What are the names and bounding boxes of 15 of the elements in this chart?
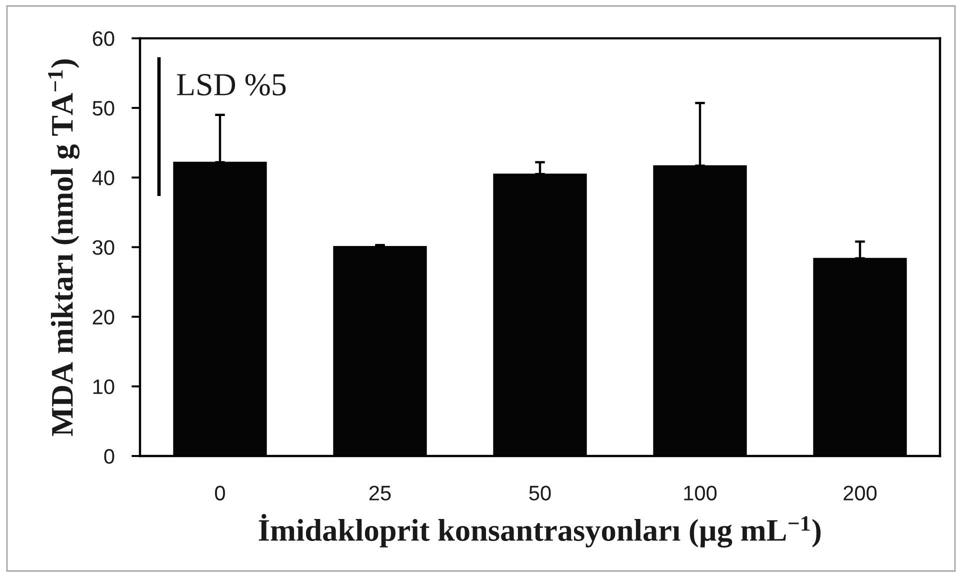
x-tick-label: 25 <box>369 486 391 500</box>
x-axis-title: İmidakloprit konsantrasyonları (µg mL$^{−1}$) <box>258 514 821 548</box>
y-tick-label: 0 <box>104 449 114 464</box>
y-tick-label: 20 <box>92 310 114 325</box>
x-tick-label: 200 <box>844 486 877 500</box>
x-tick-label: 100 <box>684 486 717 500</box>
y-tick-label: 50 <box>92 100 114 116</box>
y-tick-label: 30 <box>92 240 114 255</box>
x-tick-label: 50 <box>529 486 551 500</box>
y-tick-label: 10 <box>93 379 114 394</box>
x-tick-label: 0 <box>215 486 225 500</box>
y-tick-label: 60 <box>92 31 114 46</box>
y-axis-title: MDA miktarı (nmol g TA$^{−1}$) <box>48 59 80 436</box>
y-tick-label: 40 <box>92 170 114 186</box>
annotation: LSD %5 <box>176 74 286 96</box>
